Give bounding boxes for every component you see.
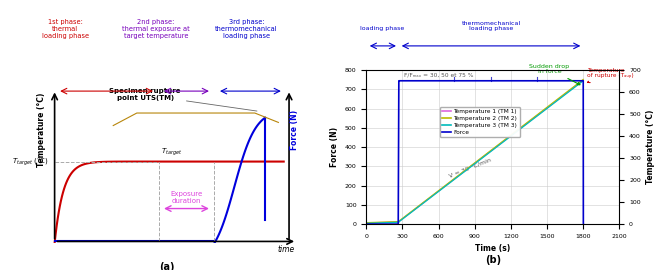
Text: Sudden drop
in force: Sudden drop in force [529, 64, 580, 85]
X-axis label: Time (s): Time (s) [476, 244, 510, 253]
Text: Exposure
duration: Exposure duration [170, 191, 202, 204]
Text: Specimen rupture
point UTS(TM): Specimen rupture point UTS(TM) [109, 89, 257, 111]
Legend: Temperature 1 (TM 1), Temperature 2 (TM 2), Temperature 3 (TM 3), Force: Temperature 1 (TM 1), Temperature 2 (TM … [440, 107, 519, 137]
Text: $T_{target}$ (°C): $T_{target}$ (°C) [12, 155, 49, 168]
Text: (b): (b) [485, 255, 501, 265]
Text: Temperature (°C): Temperature (°C) [37, 93, 46, 167]
Y-axis label: Force (N): Force (N) [330, 127, 339, 167]
Text: Force (N): Force (N) [290, 110, 299, 150]
Text: 1st phase:
thermal
loading phase: 1st phase: thermal loading phase [42, 19, 89, 39]
Text: 2nd phase:
thermal exposure at
target temperature: 2nd phase: thermal exposure at target te… [122, 19, 190, 39]
Text: F/Fₘₐₓ = 30, 50 et 75 %: F/Fₘₐₓ = 30, 50 et 75 % [404, 73, 473, 77]
Text: V = 30 °C/min: V = 30 °C/min [448, 157, 492, 179]
Text: $T_{target}$: $T_{target}$ [161, 147, 182, 158]
Text: loading phase: loading phase [360, 26, 405, 31]
Text: (a): (a) [159, 262, 174, 270]
Y-axis label: Temperature (°C): Temperature (°C) [647, 110, 655, 184]
Text: thermomechanical
loading phase: thermomechanical loading phase [462, 21, 521, 31]
Text: 3rd phase:
thermomechanical
loading phase: 3rd phase: thermomechanical loading phas… [215, 19, 278, 39]
Text: Temperature
of rupture (Tₐᵤₚ): Temperature of rupture (Tₐᵤₚ) [587, 68, 633, 83]
Text: time: time [277, 245, 294, 254]
